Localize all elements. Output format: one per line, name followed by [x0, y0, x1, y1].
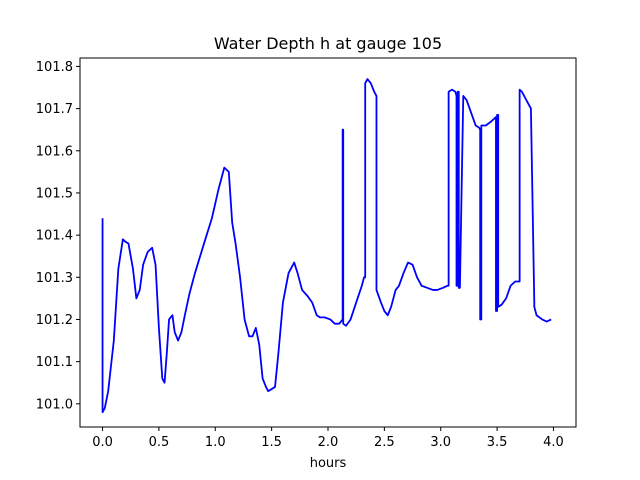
- x-tick-label: 4.0: [543, 435, 564, 450]
- y-tick-label: 101.7: [36, 102, 73, 117]
- x-tick-label: 3.5: [487, 435, 508, 450]
- x-axis-label: hours: [310, 456, 347, 471]
- x-tick-label: 2.0: [318, 435, 339, 450]
- plot-frame: [79, 57, 577, 428]
- y-tick-label: 101.6: [36, 144, 73, 159]
- x-tick-label: 0.5: [149, 435, 170, 450]
- x-tick-label: 0.0: [92, 435, 113, 450]
- y-tick-label: 101.5: [36, 186, 73, 201]
- y-tick-label: 101.0: [36, 397, 73, 412]
- series-line: [101, 78, 552, 414]
- axis-ticks: 0.0 0.5 1.0 1.5 2.0 2.5 3.0 3.5 4.0 101.0 101.1 101…: [36, 60, 564, 450]
- y-tick-label: 101.4: [36, 229, 73, 244]
- chart-title: Water Depth h at gauge 105: [214, 34, 442, 53]
- y-tick-label: 101.3: [36, 271, 73, 286]
- y-tick-label: 101.8: [36, 60, 73, 75]
- plot-series: [101, 78, 552, 414]
- x-tick-label: 2.5: [374, 435, 395, 450]
- x-tick-label: 1.0: [205, 435, 226, 450]
- x-tick-label: 1.5: [261, 435, 282, 450]
- x-tick-label: 3.0: [430, 435, 451, 450]
- y-tick-label: 101.1: [36, 355, 73, 370]
- y-tick-label: 101.2: [36, 313, 73, 328]
